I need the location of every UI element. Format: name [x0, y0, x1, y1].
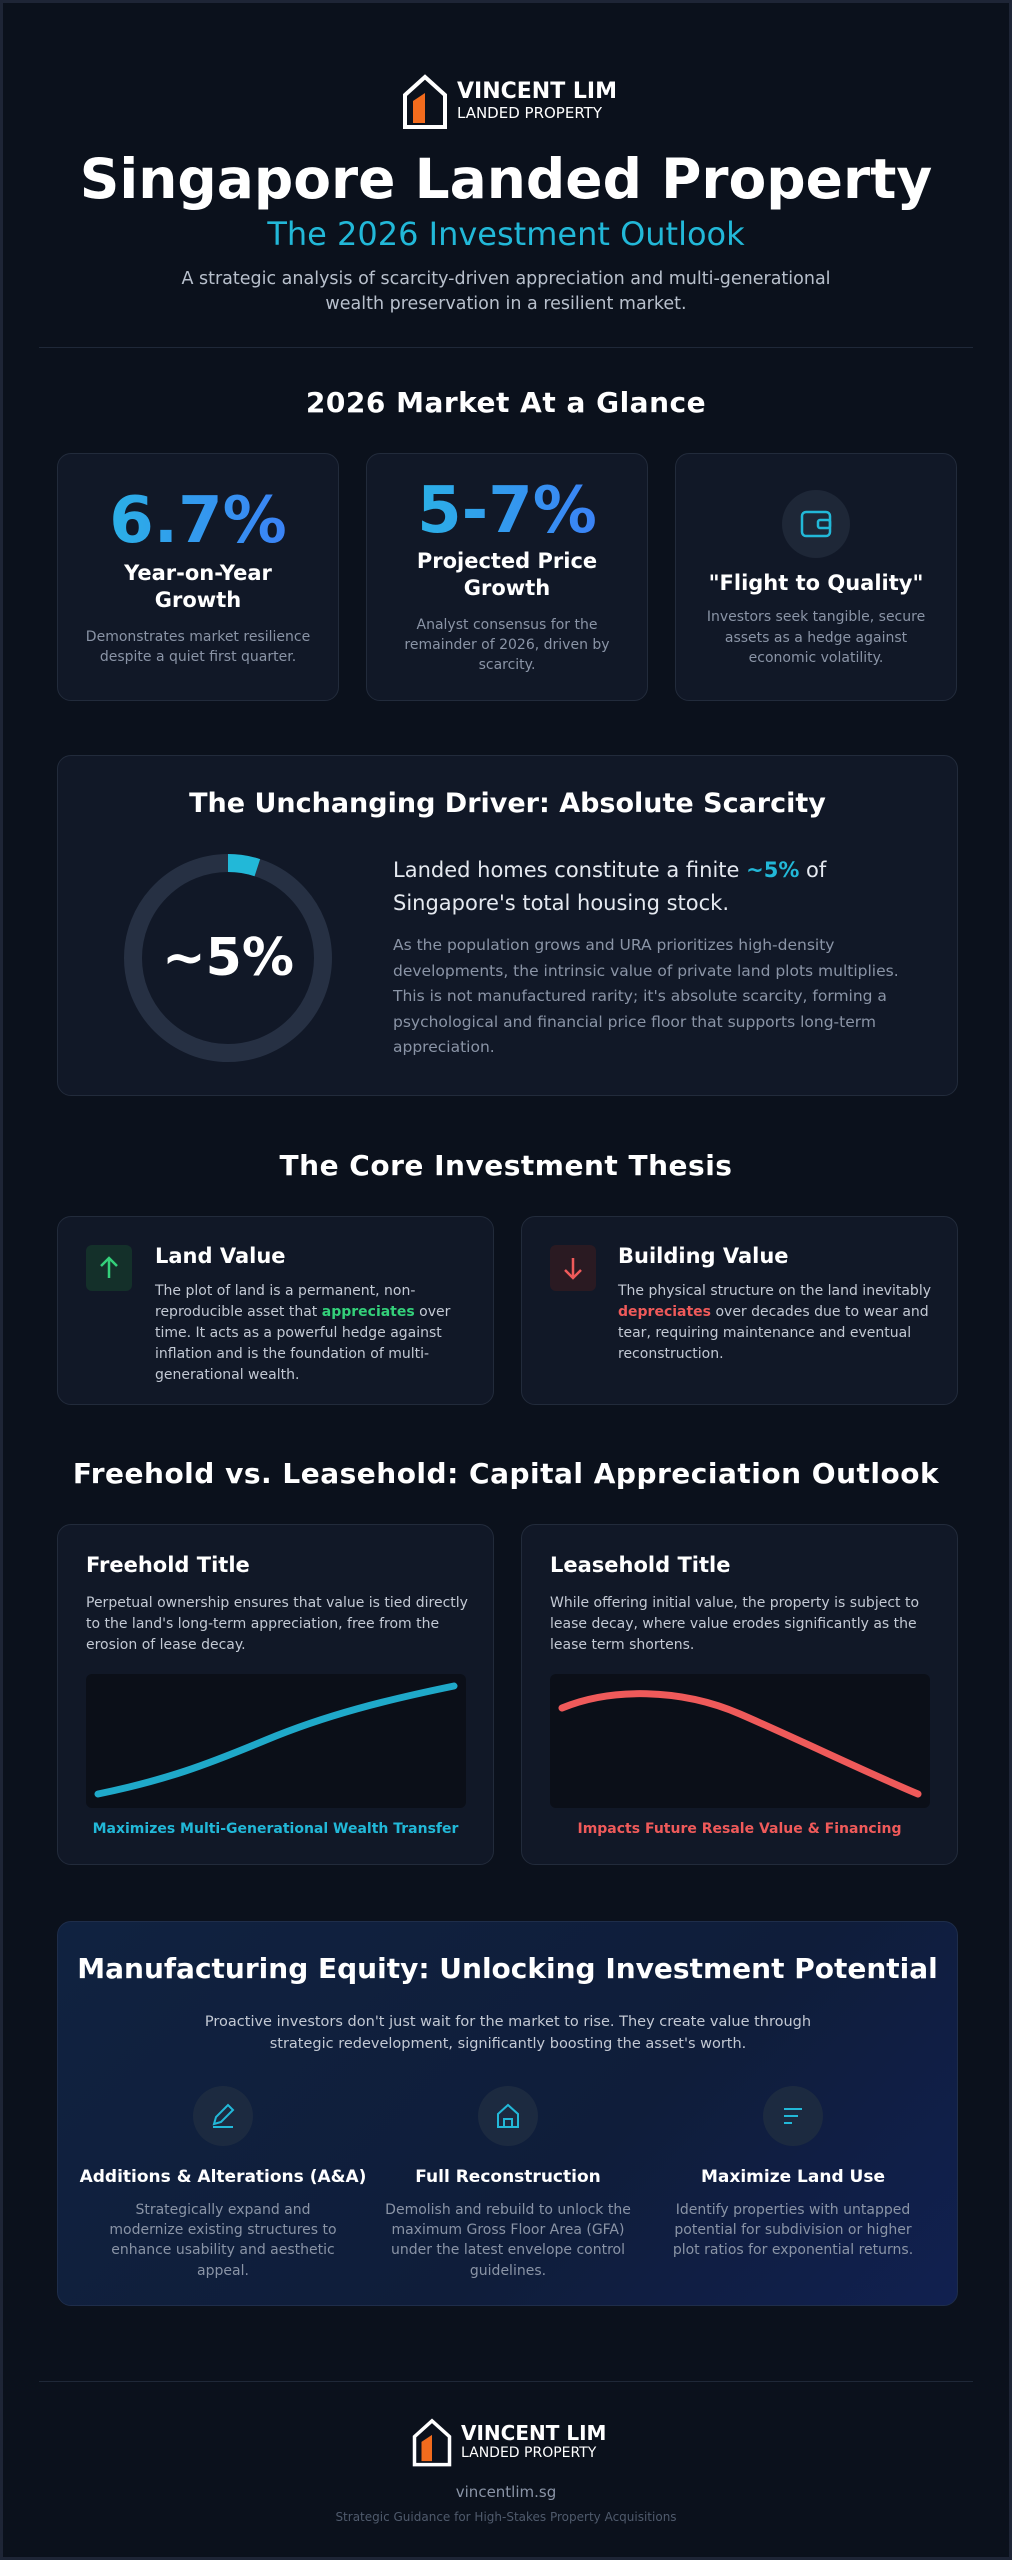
tenure-text: While offering initial value, the proper…: [550, 1595, 920, 1653]
highlight: depreciates: [618, 1304, 712, 1320]
stat-text: Demonstrates market resilience despite a…: [85, 628, 311, 665]
stat-card: 5-7% Projected Price Growth Analyst cons…: [366, 453, 648, 701]
logo: VINCENT LIM LANDED PROPERTY: [411, 2415, 606, 2467]
item-title: Full Reconstruction: [415, 2167, 601, 2187]
lines-icon: [763, 2086, 823, 2146]
stat-label: Projected Price Growth: [416, 549, 598, 601]
logo-icon: [412, 2418, 452, 2467]
house-icon: [478, 2086, 538, 2146]
thesis-title: Building Value: [618, 1244, 789, 1268]
description: A strategic analysis of scarcity-driven …: [181, 269, 831, 315]
panel-heading: The Unchanging Driver: Absolute Scarcity: [189, 788, 826, 819]
wallet-icon: [782, 490, 850, 558]
tenure-text: Perpetual ownership ensures that value i…: [86, 1595, 468, 1653]
item-text: Identify properties with untapped potent…: [672, 2201, 914, 2259]
logo-icon: [403, 74, 447, 129]
brand-name: VINCENT LIM: [457, 78, 617, 104]
text: over time. It acts as a powerful hedge a…: [155, 1304, 451, 1383]
tenure-caption: Maximizes Multi-Generational Wealth Tran…: [92, 1821, 459, 1837]
scarcity-panel: The Unchanging Driver: Absolute Scarcity…: [57, 755, 958, 1096]
tenure-title: Freehold Title: [86, 1553, 250, 1577]
subtitle: The 2026 Investment Outlook: [267, 215, 745, 253]
lead: Landed homes constitute a finite ~5% of …: [393, 854, 893, 919]
section-heading: 2026 Market At a Glance: [305, 386, 707, 419]
equity-item: Maximize Land Use Identify properties wi…: [648, 2086, 938, 2261]
tenure-card: Leasehold Title While offering initial v…: [521, 1524, 958, 1865]
title: Singapore Landed Property: [79, 147, 933, 211]
equity-panel: Manufacturing Equity: Unlocking Investme…: [57, 1921, 958, 2306]
thesis-text: The plot of land is a permanent, non-rep…: [155, 1281, 455, 1386]
panel-heading: Manufacturing Equity: Unlocking Investme…: [77, 1952, 938, 1985]
section-heading: The Core Investment Thesis: [279, 1149, 733, 1182]
item-title: Additions & Alterations (A&A): [79, 2167, 367, 2187]
body: As the population grows and URA prioriti…: [393, 936, 899, 1057]
lead-highlight: ~5%: [746, 858, 800, 882]
divider: [39, 2381, 973, 2382]
text: The physical structure on the land inevi…: [618, 1283, 931, 1299]
trend-illustration: [86, 1674, 466, 1808]
thesis-card: Land Value The plot of land is a permane…: [57, 1216, 494, 1405]
logo: VINCENT LIM LANDED PROPERTY: [401, 71, 617, 129]
tenure-card: Freehold Title Perpetual ownership ensur…: [57, 1524, 494, 1865]
trend-illustration: [550, 1674, 930, 1808]
stat-value: 6.7%: [109, 484, 287, 558]
thesis-card: Building Value The physical structure on…: [521, 1216, 958, 1405]
stat-card: "Flight to Quality" Investors seek tangi…: [675, 453, 957, 701]
divider: [39, 347, 973, 348]
thesis-text: The physical structure on the land inevi…: [618, 1281, 933, 1365]
tenure-caption: Impacts Future Resale Value & Financing: [577, 1821, 902, 1837]
lead-text: of Singapore's total housing stock.: [393, 858, 827, 915]
item-text: Strategically expand and modernize exist…: [109, 2201, 337, 2279]
thesis-title: Land Value: [155, 1244, 286, 1268]
section-heading: Freehold vs. Leasehold: Capital Apprecia…: [72, 1457, 940, 1490]
ring-arc: [124, 854, 332, 1062]
footer-url: vincentlim.sg: [455, 2483, 557, 2501]
stat-label: "Flight to Quality": [708, 571, 924, 595]
stat-value: 5-7%: [417, 474, 597, 548]
item-title: Maximize Land Use: [700, 2167, 885, 2187]
equity-item: Additions & Alterations (A&A) Strategica…: [78, 2086, 368, 2281]
brand-name: VINCENT LIM: [461, 2421, 607, 2445]
item-text: Demolish and rebuild to unlock the maxim…: [385, 2201, 631, 2279]
intro: Proactive investors don't just wait for …: [204, 2014, 812, 2052]
pencil-icon: [193, 2086, 253, 2146]
stat-text: Investors seek tangible, secure assets a…: [706, 609, 926, 666]
ring: ~5%: [124, 854, 332, 1062]
equity-item: Full Reconstruction Demolish and rebuild…: [363, 2086, 653, 2281]
lead-text: Landed homes constitute a finite: [393, 858, 747, 882]
ring-label: ~5%: [162, 928, 294, 988]
brand-sub: LANDED PROPERTY: [457, 103, 602, 122]
stat-label: Year-on-Year Growth: [124, 561, 272, 613]
tenure-title: Leasehold Title: [550, 1553, 731, 1577]
stat-card: 6.7% Year-on-Year Growth Demonstrates ma…: [57, 453, 339, 701]
highlight: appreciates: [321, 1304, 415, 1320]
down-icon: [550, 1245, 596, 1291]
stat-text: Analyst consensus for the remainder of 2…: [404, 616, 610, 674]
up-icon: [86, 1245, 132, 1291]
brand-sub: LANDED PROPERTY: [461, 2445, 597, 2461]
text: over decades due to wear and tear, requi…: [618, 1304, 929, 1362]
footer-tagline: Strategic Guidance for High-Stakes Prope…: [335, 2510, 677, 2524]
text: The plot of land is a permanent, non-rep…: [155, 1283, 416, 1320]
